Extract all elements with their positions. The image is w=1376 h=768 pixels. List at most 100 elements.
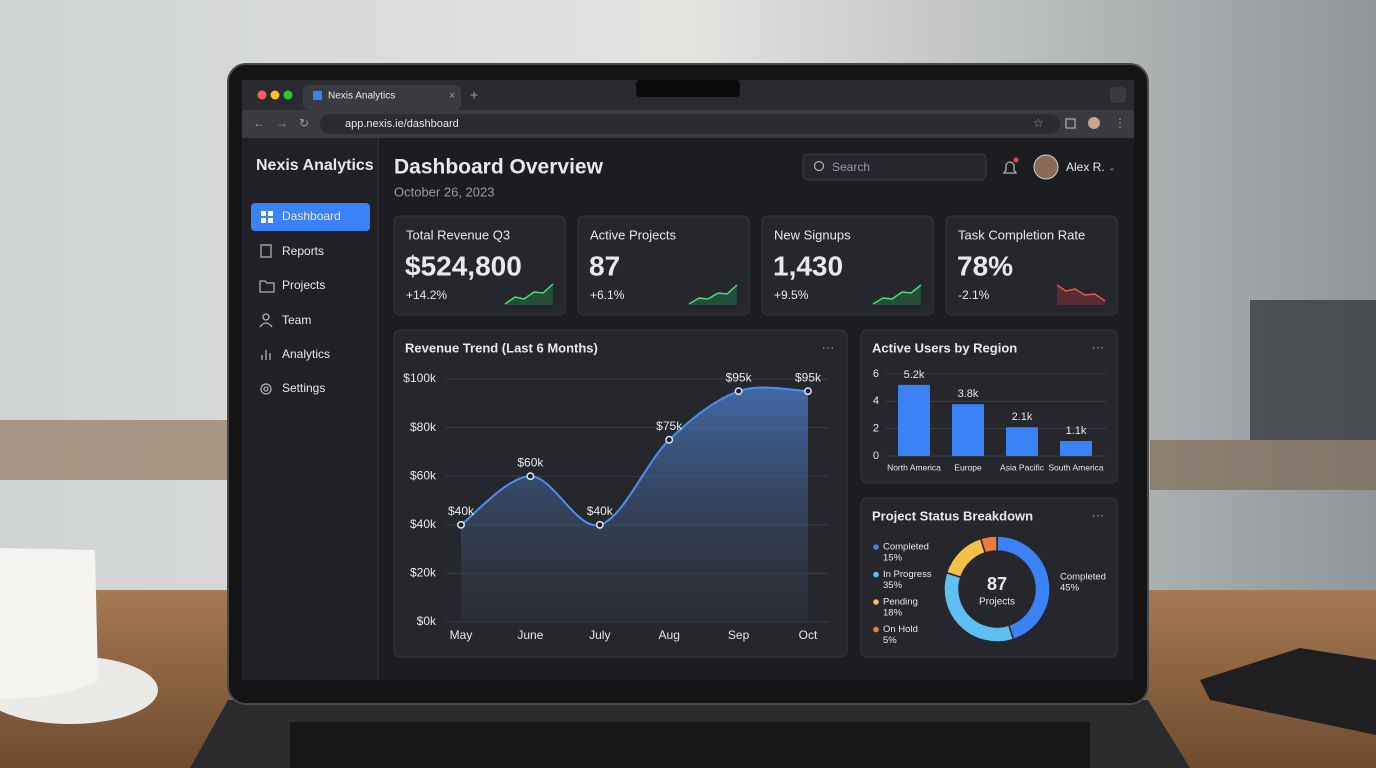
kpi-sparklines [504,283,1106,305]
page-date: October 26, 2023 [394,184,494,199]
nav-item[interactable]: Dashboard [282,209,341,223]
point [595,520,604,529]
window-minimize[interactable] [270,90,280,100]
x-tick-label: July [589,628,610,642]
value-label: 2.1k [1012,411,1033,423]
background-table [0,420,240,480]
nav-item[interactable]: Reports [282,244,324,258]
legend-label: Completed [883,542,929,553]
card-menu[interactable]: ··· [1092,339,1105,354]
kpi-value: 1,430 [773,250,843,281]
browser-menu[interactable]: ⋮ [1114,116,1126,130]
point [526,472,535,481]
page-title: Dashboard Overview [394,156,604,179]
user-avatar[interactable] [1033,154,1059,180]
window-close[interactable] [257,90,267,100]
y-tick-label: 0 [873,450,879,462]
y-tick-label: $100k [403,371,437,385]
keyboard [290,722,1090,768]
sidepanel-button[interactable] [1065,118,1076,129]
profile-button[interactable] [1088,117,1100,129]
tab-menu[interactable] [1110,87,1126,103]
y-tick-label: $0k [417,614,437,628]
tab-close[interactable]: × [449,90,455,102]
address-bar[interactable] [320,114,1060,134]
x-tick-label: Europe [954,462,982,472]
x-tick-label: June [517,628,543,642]
new-tab[interactable]: + [470,87,478,103]
notebook [1200,648,1376,735]
bookmark-star[interactable]: ☆ [1033,116,1044,130]
background-monitor [1250,300,1376,440]
card-menu[interactable]: ··· [1092,507,1105,522]
value-label: $40k [448,504,475,518]
legend-swatch [873,544,879,550]
legend-value: 5% [883,635,897,646]
y-tick-label: 4 [873,395,879,407]
kpi-change: +14.2% [406,288,447,302]
url: app.nexis.ie/dashboard [345,118,459,130]
back-button[interactable]: ← [253,116,265,130]
legend-swatch [873,571,879,578]
donut-callout-name: Completed [1060,572,1106,583]
nav-item[interactable]: Projects [282,278,325,292]
x-tick-label: South America [1048,462,1104,472]
forward-button[interactable]: → [276,116,288,130]
value-label: $40k [587,504,614,518]
kpi-label: New Signups [774,227,851,242]
legend-swatch [873,599,879,605]
kpi-change: +6.1% [590,288,625,302]
chart-title: Project Status Breakdown [872,508,1033,523]
donut-callout-label: 45% [1060,583,1080,594]
nav-item[interactable]: Analytics [282,347,330,361]
y-tick-label: 2 [873,423,879,435]
notification-bell[interactable] [1002,161,1018,174]
value-label: $75k [656,419,683,433]
kpi-change: +9.5% [774,288,809,302]
donut-center-label: Projects [979,597,1015,608]
donut-center-value: 87 [987,574,1007,594]
kpi-label: Task Completion Rate [958,227,1085,242]
value-label: 3.8k [958,388,979,400]
bar [1060,440,1092,456]
user-name[interactable]: Alex R. [1066,160,1105,174]
kpi-value: $524,800 [405,250,522,281]
search-box[interactable] [802,153,987,181]
browser-tab[interactable] [303,85,461,110]
x-tick-label: Aug [659,628,680,642]
nav-icons [259,211,275,395]
card-menu[interactable]: ··· [822,339,835,354]
value-label: 1.1k [1066,425,1087,437]
nav-item[interactable]: Settings [282,381,325,395]
kpi-label: Active Projects [590,227,676,242]
cup [0,548,98,699]
kpi-cards [393,215,1118,316]
y-tick-label: 6 [873,368,879,380]
tab-title: Nexis Analytics [328,91,395,102]
legend-label: Pending [883,597,918,608]
legend-label: In Progress [883,569,932,580]
bar [1006,427,1038,456]
kpi-change: -2.1% [958,288,990,302]
camera-notch [636,80,740,97]
x-tick-label: May [450,628,473,642]
reload-button[interactable]: ↻ [299,116,309,130]
window-maximize[interactable] [283,90,293,100]
y-tick-label: $20k [410,566,437,580]
charts: $0k $20k $40k $60k $80k $100k $40k May $60k June $… [403,368,1106,646]
x-tick-label: Sep [728,628,750,642]
x-tick-label: Oct [799,628,818,642]
value-label: $60k [517,455,544,469]
chart-title: Active Users by Region [872,340,1017,355]
donut-segment [979,535,998,554]
nav-item[interactable]: Team [282,313,311,327]
value-label: $95k [795,370,822,384]
notification-dot [1013,157,1019,163]
legend-value: 15% [883,553,903,564]
chart-title: Revenue Trend (Last 6 Months) [405,340,598,355]
kpi-label: Total Revenue Q3 [406,227,510,242]
point [804,387,812,396]
user-menu-caret[interactable]: ⌄ [1108,162,1116,172]
y-tick-label: $80k [410,420,437,434]
